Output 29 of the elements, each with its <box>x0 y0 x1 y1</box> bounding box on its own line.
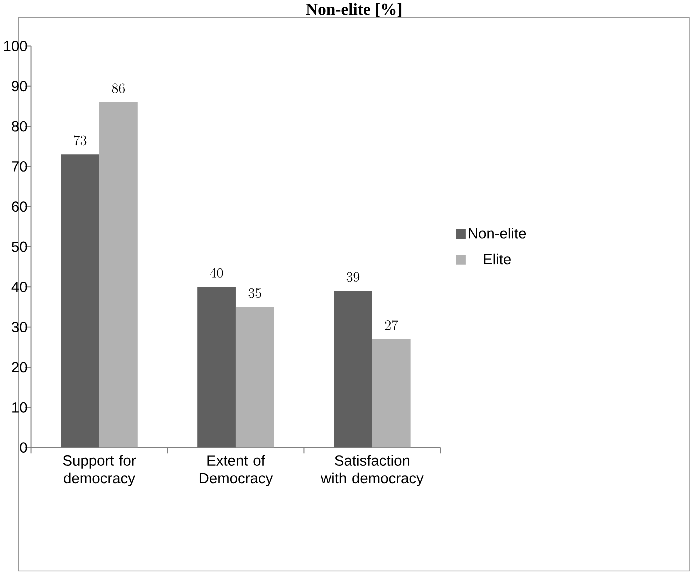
bar <box>198 287 236 448</box>
x-tick-label: Satisfaction with democracy <box>320 455 424 487</box>
data-label: 40 <box>210 268 224 278</box>
y-tick-label: 50 <box>12 242 28 252</box>
x-tick-label: Extent of Democracy <box>200 455 274 487</box>
bar <box>372 339 411 448</box>
y-tick-label: 80 <box>12 121 28 132</box>
y-tick-label: 20 <box>12 362 28 373</box>
y-tick-label: 10 <box>12 402 28 413</box>
legend-label: Elite <box>484 254 511 265</box>
data-label: 39 <box>346 272 360 282</box>
bar <box>100 102 138 448</box>
y-tick-label: 30 <box>12 322 28 333</box>
chart-title: Non-elite [%] <box>306 4 402 18</box>
y-tick-label: 40 <box>12 282 28 292</box>
legend-label: Non-elite <box>469 228 526 239</box>
data-label: 86 <box>112 84 126 94</box>
bar <box>236 307 274 448</box>
y-tick-label: 60 <box>12 202 28 212</box>
bar <box>334 291 372 448</box>
y-tick-label: 100 <box>4 41 28 52</box>
y-tick-label: 0 <box>20 442 28 454</box>
data-label: 73 <box>74 136 87 146</box>
data-label: 27 <box>385 320 398 330</box>
x-tick-label: Support for democracy <box>63 455 136 487</box>
bar <box>61 154 100 448</box>
data-label: 35 <box>248 288 262 298</box>
y-tick-label: 70 <box>12 162 28 172</box>
y-tick-label: 90 <box>12 81 28 92</box>
